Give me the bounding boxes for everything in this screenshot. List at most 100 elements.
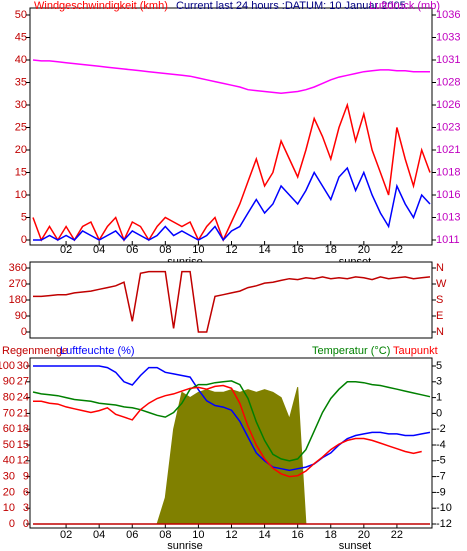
y2-tick-label: 1013 bbox=[436, 211, 460, 223]
chart-title: Current last 24 hours :DATUM: 10 Januar … bbox=[176, 0, 406, 12]
line bbox=[32, 59, 430, 95]
y3-tick-label: 9 bbox=[23, 471, 29, 483]
y2-tick-label: 1026 bbox=[436, 99, 460, 111]
y2-tick-label: 1018 bbox=[436, 166, 460, 178]
y3-tick-label: 12 bbox=[17, 455, 29, 467]
y-tick-label: 70 bbox=[3, 407, 15, 419]
x-tick-label: 12 bbox=[225, 244, 237, 256]
x-tick-label: 06 bbox=[126, 529, 138, 541]
x-tick-label: 02 bbox=[60, 244, 72, 256]
y-tick-label: 180 bbox=[9, 294, 27, 306]
x-tick-label: 14 bbox=[258, 529, 270, 541]
y-tick-label: 45 bbox=[15, 31, 27, 43]
y2-tick-label: 1011 bbox=[436, 234, 460, 246]
x-tick-label: 12 bbox=[225, 529, 237, 541]
y-tick-label: 10 bbox=[3, 502, 15, 514]
y2-tick-label: 1031 bbox=[436, 54, 460, 66]
y2-tick-label: -9 bbox=[436, 486, 446, 498]
legend-entry: Temperatur (°C) bbox=[312, 345, 390, 357]
x-tick-label: 18 bbox=[325, 529, 337, 541]
y2-tick-label: S bbox=[436, 294, 443, 306]
y3-tick-label: 24 bbox=[17, 392, 29, 404]
y-tick-label: 20 bbox=[15, 144, 27, 156]
x-tick-label: 16 bbox=[292, 244, 304, 256]
y2-tick-label: -10 bbox=[436, 502, 452, 514]
y2-tick-label: N bbox=[436, 262, 444, 274]
y2-tick-label: 1036 bbox=[436, 9, 460, 21]
y-tick-label: 90 bbox=[3, 376, 15, 388]
x-tick-label: 02 bbox=[60, 529, 72, 541]
y2-tick-label: 1 bbox=[436, 392, 442, 404]
annotation: sunrise bbox=[167, 540, 202, 551]
y-tick-label: 40 bbox=[3, 455, 15, 467]
x-tick-label: 08 bbox=[159, 529, 171, 541]
y-tick-label: 10 bbox=[15, 189, 27, 201]
y3-tick-label: 15 bbox=[17, 439, 29, 451]
y-tick-label: 20 bbox=[3, 486, 15, 498]
y2-tick-label: 1033 bbox=[436, 31, 460, 43]
y-tick-label: 50 bbox=[3, 439, 15, 451]
line bbox=[33, 270, 431, 333]
y2-tick-label: -7 bbox=[436, 471, 446, 483]
y-tick-label: 0 bbox=[9, 518, 15, 530]
y-tick-label: 90 bbox=[15, 310, 27, 322]
y-tick-label: 100 bbox=[0, 360, 15, 372]
x-tick-label: 18 bbox=[325, 244, 337, 256]
y3-tick-label: 3 bbox=[23, 502, 29, 514]
y2-tick-label: W bbox=[436, 278, 447, 290]
x-tick-label: 22 bbox=[391, 244, 403, 256]
x-tick-label: 20 bbox=[358, 529, 370, 541]
y2-tick-label: 5 bbox=[436, 360, 442, 372]
y-axis-label: Windgeschwindigkeit (kmh) bbox=[34, 0, 168, 12]
y2-tick-label: -12 bbox=[436, 518, 452, 530]
y-tick-label: 30 bbox=[15, 99, 27, 111]
y-tick-label: 270 bbox=[9, 278, 27, 290]
y2-tick-label: -2 bbox=[436, 423, 446, 435]
y3-tick-label: 18 bbox=[17, 423, 29, 435]
x-tick-label: 16 bbox=[292, 529, 304, 541]
y2-tick-label: -5 bbox=[436, 455, 446, 467]
annotation: sunset bbox=[339, 540, 371, 551]
y3-tick-label: 0 bbox=[23, 518, 29, 530]
x-tick-label: 22 bbox=[391, 529, 403, 541]
x-tick-label: 20 bbox=[358, 244, 370, 256]
line bbox=[33, 365, 431, 472]
y3-tick-label: 27 bbox=[17, 376, 29, 388]
y2-tick-label: 1023 bbox=[436, 121, 460, 133]
y-tick-label: 0 bbox=[21, 234, 27, 246]
y2-tick-label: 3 bbox=[436, 376, 442, 388]
y3-tick-label: 6 bbox=[23, 486, 29, 498]
y-tick-label: 80 bbox=[3, 392, 15, 404]
y-tick-label: 0 bbox=[21, 326, 27, 338]
x-tick-label: 10 bbox=[192, 244, 204, 256]
line bbox=[33, 166, 431, 242]
y-tick-label: 35 bbox=[15, 76, 27, 88]
y3-tick-label: 21 bbox=[17, 407, 29, 419]
y2-axis-label: Luftdruck (mb) bbox=[369, 0, 440, 12]
y2-tick-label: 0 bbox=[436, 407, 442, 419]
y2-tick-label: -4 bbox=[436, 439, 446, 451]
legend-entry: Taupunkt bbox=[393, 345, 438, 357]
plot-frame bbox=[29, 261, 433, 339]
line bbox=[32, 380, 431, 462]
x-tick-label: 08 bbox=[159, 244, 171, 256]
y-tick-label: 30 bbox=[3, 471, 15, 483]
y2-tick-label: 1021 bbox=[436, 144, 460, 156]
plot-frame bbox=[29, 7, 433, 246]
y-tick-label: 5 bbox=[21, 211, 27, 223]
x-tick-label: 04 bbox=[93, 244, 105, 256]
y-tick-label: 360 bbox=[9, 262, 27, 274]
y2-tick-label: N bbox=[436, 326, 444, 338]
y-tick-label: 60 bbox=[3, 423, 15, 435]
y-tick-label: 25 bbox=[15, 121, 27, 133]
y2-tick-label: 1016 bbox=[436, 189, 460, 201]
x-tick-label: 04 bbox=[93, 529, 105, 541]
x-tick-label: 14 bbox=[258, 244, 270, 256]
legend-entry: Luftfeuchte (%) bbox=[60, 345, 135, 357]
y3-tick-label: 30 bbox=[17, 360, 29, 372]
legend-entry: Regenmenge bbox=[2, 345, 68, 357]
y2-tick-label: 1028 bbox=[436, 76, 460, 88]
x-tick-label: 06 bbox=[126, 244, 138, 256]
y-tick-label: 50 bbox=[15, 9, 27, 21]
